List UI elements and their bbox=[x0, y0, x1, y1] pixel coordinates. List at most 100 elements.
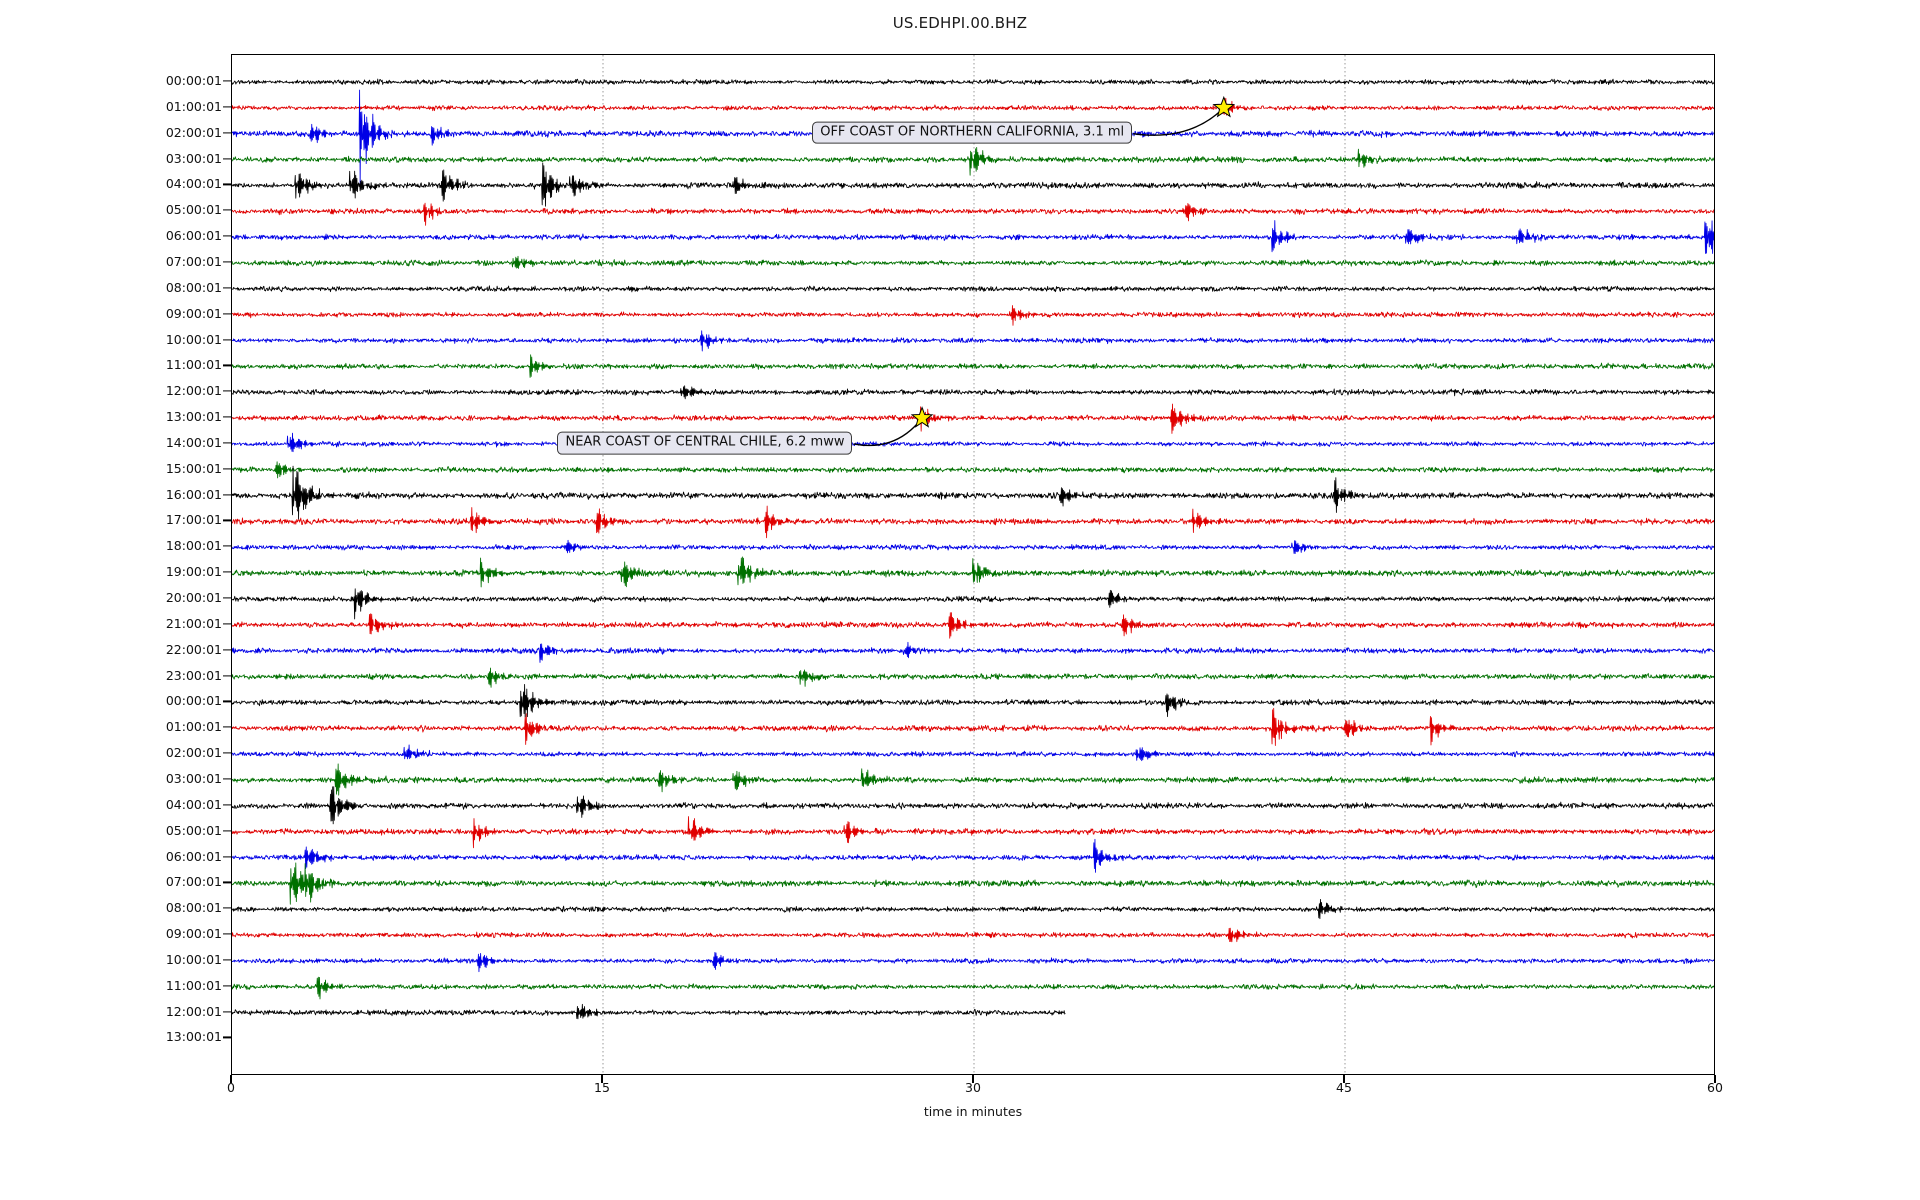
y-tick-label: 06:00:01 bbox=[165, 227, 222, 243]
y-tick-label: 02:00:01 bbox=[165, 744, 222, 760]
y-tick-mark bbox=[223, 235, 232, 237]
y-tick-mark bbox=[223, 1036, 232, 1039]
event-annotation-label: NEAR COAST OF CENTRAL CHILE, 6.2 mww bbox=[557, 431, 853, 455]
trace-line bbox=[232, 539, 1714, 555]
y-tick-label: 10:00:01 bbox=[165, 951, 222, 967]
y-tick-label: 20:00:01 bbox=[165, 589, 222, 605]
y-tick-mark bbox=[223, 80, 232, 82]
trace-line bbox=[232, 763, 1714, 796]
y-tick-mark bbox=[223, 106, 232, 108]
trace-line bbox=[232, 220, 1714, 254]
trace-line bbox=[232, 976, 1714, 1000]
x-tick-label: 45 bbox=[1336, 1080, 1352, 1095]
y-tick-mark bbox=[223, 313, 232, 315]
y-tick-label: 22:00:01 bbox=[165, 641, 222, 657]
x-tick-label: 15 bbox=[594, 1080, 610, 1095]
x-tick-mark bbox=[1714, 1075, 1716, 1083]
y-tick-mark bbox=[223, 416, 232, 418]
event-star-marker bbox=[910, 406, 934, 428]
y-tick-label: 07:00:01 bbox=[165, 253, 222, 269]
x-tick-label: 60 bbox=[1707, 1080, 1723, 1095]
page-title: US.EDHPI.00.BHZ bbox=[892, 14, 1028, 32]
trace-line bbox=[232, 927, 1714, 943]
trace-line bbox=[232, 202, 1714, 226]
trace-lines bbox=[232, 78, 1714, 1020]
trace-line bbox=[232, 612, 1714, 639]
x-axis-label: time in minutes bbox=[923, 1104, 1023, 1119]
y-tick-label: 00:00:01 bbox=[165, 693, 222, 709]
trace-line bbox=[232, 667, 1714, 688]
trace-line bbox=[232, 898, 1714, 920]
trace-line bbox=[232, 97, 1714, 116]
y-tick-mark bbox=[223, 545, 232, 547]
y-tick-label: 12:00:01 bbox=[165, 382, 222, 398]
y-axis-tick-labels: 00:00:01 01:00:01 02:00:01 03:00:01 04:00:01… bbox=[100, 54, 222, 1075]
trace-line bbox=[232, 285, 1714, 293]
trace-line bbox=[232, 432, 1714, 453]
x-tick-label: 0 bbox=[227, 1080, 235, 1095]
trace-line bbox=[232, 951, 1714, 973]
y-tick-label: 01:00:01 bbox=[165, 98, 222, 114]
trace-line bbox=[232, 588, 1714, 620]
y-tick-mark bbox=[223, 726, 232, 728]
y-tick-mark bbox=[223, 700, 232, 702]
y-tick-label: 11:00:01 bbox=[165, 977, 222, 993]
y-tick-mark bbox=[223, 752, 232, 754]
y-tick-label: 21:00:01 bbox=[165, 615, 222, 631]
y-tick-label: 15:00:01 bbox=[165, 460, 222, 476]
y-tick-label: 19:00:01 bbox=[165, 563, 222, 579]
annotation-leader-line bbox=[853, 417, 923, 447]
y-tick-mark bbox=[223, 132, 232, 134]
y-axis-tick-marks bbox=[222, 54, 232, 1075]
y-tick-mark bbox=[223, 1011, 232, 1013]
waveform-canvas bbox=[232, 55, 1714, 1074]
trace-line bbox=[232, 403, 1714, 434]
event-annotation-label: OFF COAST OF NORTHERN CALIFORNIA, 3.1 ml bbox=[812, 121, 1133, 145]
x-axis-tick-marks bbox=[0, 1075, 1920, 1085]
y-tick-mark bbox=[223, 674, 232, 677]
trace-line bbox=[232, 162, 1714, 207]
y-tick-mark bbox=[223, 468, 232, 470]
y-tick-label: 23:00:01 bbox=[165, 667, 222, 683]
y-tick-mark bbox=[223, 571, 232, 573]
x-axis-tick-labels: 0 15 30 45 60 bbox=[0, 1080, 1920, 1102]
trace-line bbox=[232, 305, 1714, 326]
y-tick-mark bbox=[223, 830, 232, 832]
y-tick-mark bbox=[223, 649, 232, 651]
y-tick-label: 14:00:01 bbox=[165, 434, 222, 450]
y-tick-label: 05:00:01 bbox=[165, 202, 222, 217]
trace-line bbox=[232, 505, 1714, 539]
y-tick-mark bbox=[223, 390, 232, 392]
y-tick-label: 13:00:01 bbox=[165, 1029, 222, 1045]
y-tick-mark bbox=[223, 623, 232, 625]
y-tick-mark bbox=[223, 364, 232, 366]
y-tick-label: 01:00:01 bbox=[165, 719, 222, 734]
trace-line bbox=[232, 838, 1714, 873]
trace-line bbox=[232, 786, 1714, 825]
y-tick-mark bbox=[223, 804, 232, 806]
trace-line bbox=[232, 78, 1714, 86]
y-tick-label: 18:00:01 bbox=[165, 538, 222, 554]
annotation-leader-line bbox=[1133, 107, 1225, 136]
y-tick-label: 16:00:01 bbox=[165, 486, 222, 502]
y-tick-label: 03:00:01 bbox=[165, 150, 222, 166]
event-star-marker bbox=[1212, 95, 1236, 118]
y-tick-label: 08:00:01 bbox=[165, 899, 222, 915]
y-tick-mark bbox=[223, 261, 232, 263]
trace-line bbox=[232, 641, 1714, 663]
trace-line bbox=[232, 330, 1714, 352]
y-tick-mark bbox=[223, 183, 232, 185]
plot-axes bbox=[231, 54, 1715, 1075]
y-tick-label: 02:00:01 bbox=[165, 124, 222, 140]
event-star-markers bbox=[910, 95, 1236, 428]
y-tick-mark bbox=[223, 338, 232, 341]
trace-line bbox=[232, 465, 1714, 520]
trace-line bbox=[232, 255, 1714, 269]
trace-line bbox=[232, 354, 1714, 378]
y-tick-label: 12:00:01 bbox=[165, 1003, 222, 1019]
trace-line bbox=[232, 461, 1714, 479]
y-tick-label: 09:00:01 bbox=[165, 305, 222, 321]
trace-line bbox=[232, 146, 1714, 176]
y-tick-mark bbox=[223, 287, 232, 289]
